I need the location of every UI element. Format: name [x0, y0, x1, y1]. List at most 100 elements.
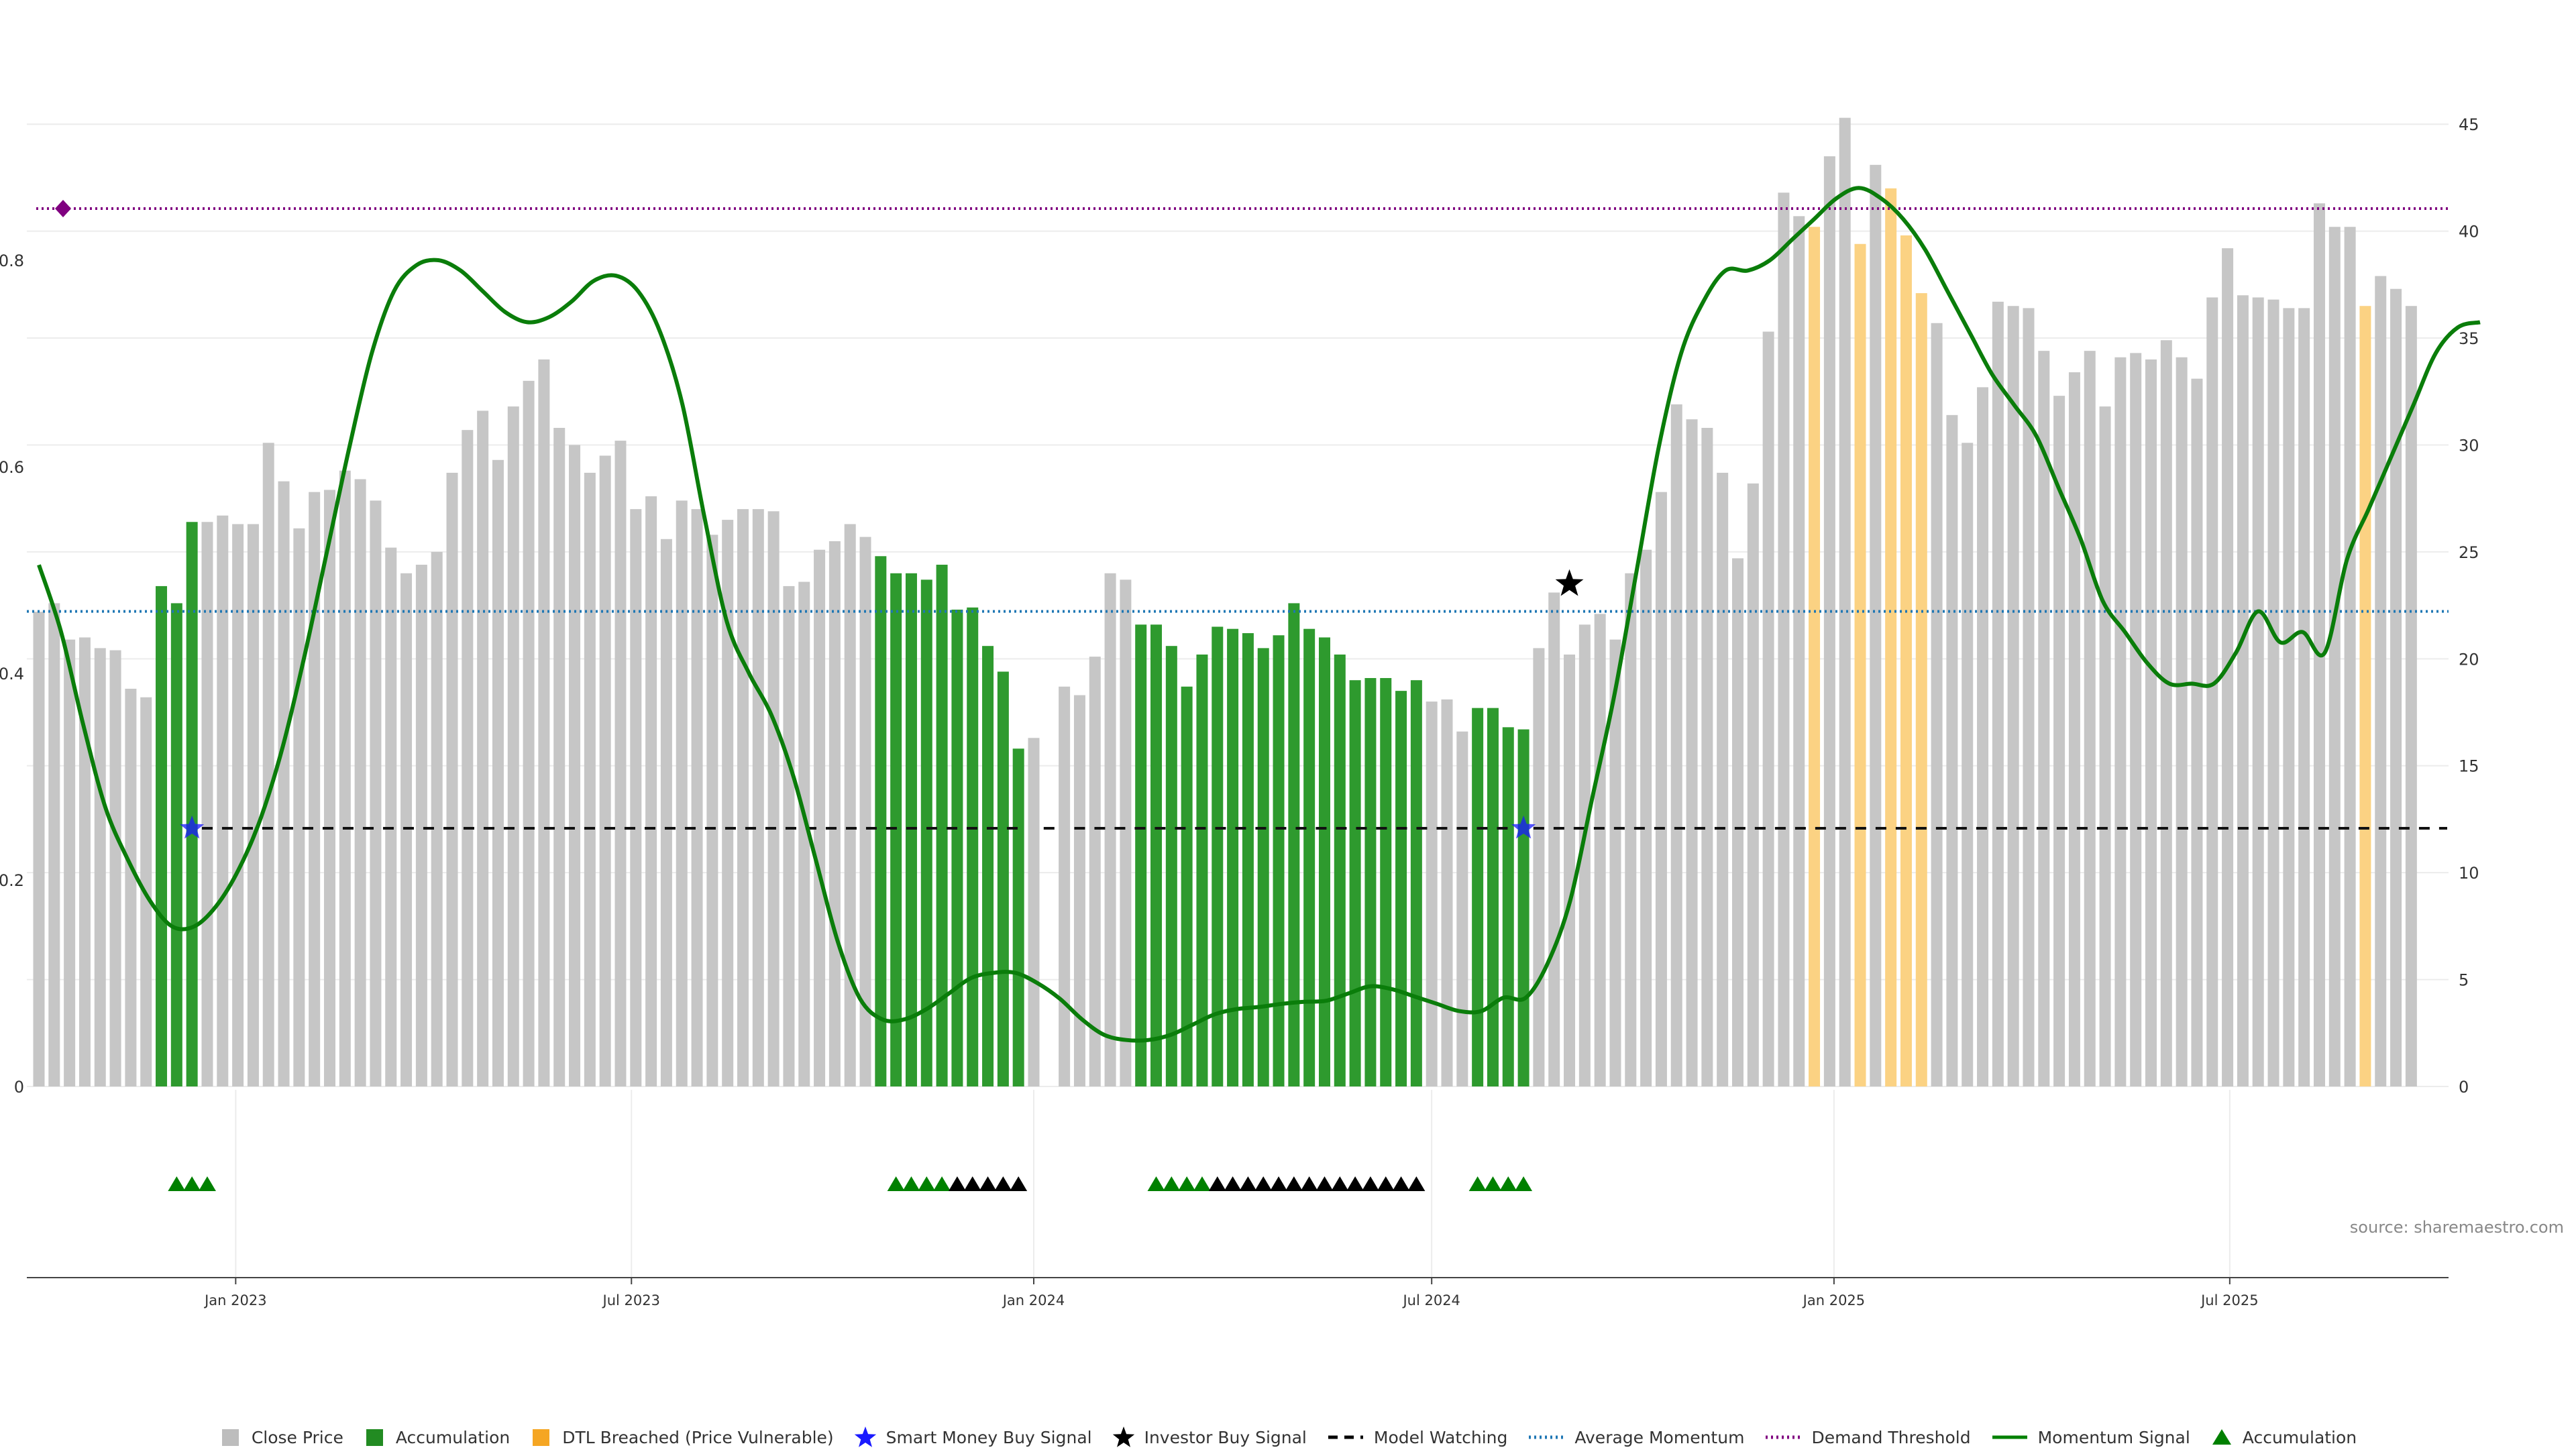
accumulation-bar: [1410, 680, 1422, 1086]
legend-label: Model Watching: [1373, 1427, 1508, 1447]
close-price-bar: [1655, 492, 1667, 1086]
close-price-bar: [507, 406, 519, 1086]
close-price-bar: [630, 509, 642, 1086]
close-price-bar: [2176, 357, 2188, 1086]
legend-item: Average Momentum: [1527, 1426, 1744, 1449]
close-price-bar: [752, 509, 764, 1086]
close-price-bar: [2298, 308, 2310, 1086]
close-price-bar: [354, 479, 366, 1086]
accumulation-bar: [1135, 624, 1147, 1086]
close-price-bar: [645, 496, 657, 1086]
dtl-breached-bar: [2359, 306, 2371, 1086]
right-axis-tick-label: 15: [2459, 757, 2479, 776]
lines: [27, 186, 2481, 1043]
legend-symbol-star: [1112, 1427, 1134, 1447]
x-axis-tick-label: Jan 2025: [1802, 1292, 1866, 1308]
source-label: source: sharemaestro.com: [2350, 1218, 2564, 1237]
close-price-bar: [2252, 297, 2264, 1086]
accumulation-bar: [186, 522, 198, 1086]
close-price-bar: [109, 650, 121, 1086]
close-price-bar: [64, 639, 76, 1086]
accumulation-marker-triangle: [1239, 1176, 1257, 1191]
accumulation-bar: [1242, 633, 1254, 1086]
close-price-bar: [2191, 378, 2203, 1086]
accumulation-bar: [1502, 727, 1514, 1086]
close-price-bar: [737, 509, 749, 1086]
accumulation-bar: [1318, 637, 1330, 1086]
close-price-bar: [2313, 203, 2325, 1086]
right-axis-tick-label: 10: [2459, 864, 2479, 883]
legend-symbol-square: [366, 1429, 383, 1446]
legend-item: Accumulation: [364, 1426, 510, 1449]
close-price-bar: [78, 637, 91, 1086]
legend-symbol-dot: [1766, 1435, 1801, 1439]
close-price-bar: [217, 515, 229, 1086]
accumulation-marker-triangle: [1178, 1176, 1196, 1191]
accumulation-bar: [1334, 654, 1346, 1086]
accumulation-marker-triangle: [1285, 1176, 1303, 1191]
right-axis-tick-label: 5: [2459, 971, 2469, 990]
legend-item: Momentum Signal: [1991, 1426, 2190, 1449]
close-price-bar: [1686, 419, 1698, 1086]
close-price-bar: [2375, 276, 2387, 1086]
accumulation-marker-triangle: [918, 1176, 936, 1191]
accumulation-bar: [905, 573, 917, 1086]
close-price-bar: [1073, 695, 1085, 1086]
close-price-bar: [431, 551, 443, 1086]
accumulation-bar: [1181, 686, 1193, 1086]
close-price-bar: [2405, 306, 2417, 1086]
accumulation-bar: [1227, 628, 1239, 1086]
legend-label: Smart Money Buy Signal: [885, 1427, 1092, 1447]
close-price-bar: [339, 470, 351, 1086]
close-price-bar: [1778, 192, 1790, 1087]
right-axis-tick-label: 45: [2459, 115, 2479, 134]
close-price-bar: [1028, 738, 1040, 1086]
legend-symbol-shape: [854, 1427, 876, 1447]
close-price-bar: [2206, 297, 2218, 1086]
accumulation-marker-triangle: [963, 1176, 981, 1191]
close-price-bar: [2283, 308, 2295, 1086]
accumulation-marker-triangle: [183, 1176, 201, 1191]
accumulation-bar: [890, 573, 902, 1086]
close-price-bar: [477, 410, 489, 1086]
close-price-bar: [2328, 227, 2341, 1086]
close-price-bar: [1962, 443, 1974, 1086]
close-price-bar: [2038, 351, 2050, 1086]
dtl-breached-bar: [1885, 188, 1897, 1086]
legend-symbol-shape: [2212, 1429, 2231, 1445]
x-axis-tick-label: Jan 2023: [203, 1292, 267, 1308]
accumulation-marker-triangle: [1300, 1176, 1318, 1191]
close-price-bar: [2053, 396, 2065, 1086]
legend-symbol-dot: [1529, 1435, 1564, 1439]
close-price-bar: [309, 492, 321, 1086]
dtl-breached-bar: [1809, 227, 1821, 1086]
legend-item: Demand Threshold: [1764, 1426, 1971, 1449]
momentum-signal-line: [37, 186, 2481, 1043]
legend-item: Investor Buy Signal: [1112, 1426, 1307, 1449]
accumulation-marker-triangle: [1392, 1176, 1410, 1191]
accumulation-bar: [1196, 654, 1208, 1086]
right-axis-tick-label: 20: [2459, 650, 2479, 669]
close-price-bar: [323, 490, 335, 1086]
accumulation-bar: [1257, 648, 1269, 1086]
close-price-bar: [125, 688, 137, 1086]
close-price-bar: [2114, 357, 2127, 1086]
legend-symbol-triangle: [2212, 1429, 2231, 1445]
bars: [33, 117, 2417, 1087]
accumulation-marker-triangle: [1010, 1176, 1028, 1191]
right-axis-tick-label: 25: [2459, 543, 2479, 562]
close-price-bar: [278, 481, 290, 1086]
accumulation-bar: [982, 646, 994, 1086]
close-price-bar: [2390, 288, 2402, 1087]
close-price-bar: [1104, 573, 1116, 1086]
accumulation-bar: [1303, 628, 1316, 1086]
close-price-bar: [94, 648, 106, 1086]
close-price-bar: [1089, 657, 1101, 1086]
dtl-breached-bar: [1900, 235, 1912, 1086]
close-price-bar: [385, 547, 397, 1086]
accumulation-bar: [951, 609, 963, 1086]
close-price-bar: [2160, 340, 2172, 1087]
close-price-bar: [1625, 573, 1637, 1086]
axes: 00.20.40.60.81051015202530354045Jan 2023…: [0, 0, 2479, 1308]
